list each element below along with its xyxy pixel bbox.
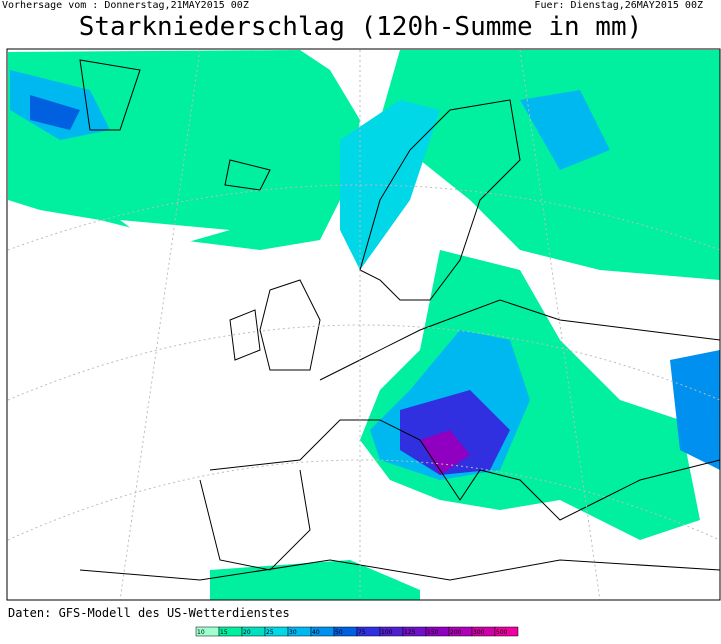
precip-area — [400, 390, 510, 475]
precip-area — [420, 430, 470, 475]
forecast-date: Vorhersage vom : Donnerstag,21MAY2015 00… — [2, 0, 249, 11]
precip-area — [30, 95, 80, 130]
dry-area — [120, 220, 230, 250]
precipitation — [8, 50, 720, 600]
legend-label: 200 — [450, 629, 462, 636]
legend-label: 125 — [404, 629, 416, 636]
iceland — [224, 159, 271, 191]
data-source: Daten: GFS-Modell des US-Wetterdienstes — [8, 606, 290, 620]
legend-label: 75 — [358, 629, 366, 636]
legend: 10 15 20 25 30 40 50 75 100 125 150 200 300 500 — [195, 626, 519, 637]
legend-label: 150 — [427, 629, 439, 636]
legend-label: 500 — [496, 629, 508, 636]
precip-area — [8, 50, 360, 250]
africa-coast — [79, 559, 721, 581]
scandinavia — [359, 99, 521, 301]
ireland — [229, 309, 261, 361]
precip-area — [340, 100, 440, 270]
map-title: Starkniederschlag (120h-Summe in mm) — [78, 12, 643, 42]
legend-label: 15 — [220, 629, 228, 636]
legend-label: 20 — [243, 629, 251, 636]
precip-area — [520, 90, 610, 170]
precip-area — [380, 50, 720, 280]
legend-label: 25 — [266, 629, 274, 636]
legend-label: 50 — [335, 629, 343, 636]
legend-label: 30 — [289, 629, 297, 636]
britain — [259, 279, 321, 371]
precip-area — [210, 560, 420, 600]
precip-area — [670, 350, 720, 470]
valid-date: Fuer: Dienstag,26MAY2015 00Z — [534, 0, 703, 11]
legend-label: 100 — [381, 629, 393, 636]
coast — [209, 419, 721, 521]
map-frame — [6, 48, 721, 601]
legend-swatch — [494, 626, 519, 637]
legend-label: 300 — [473, 629, 485, 636]
legend-label: 40 — [312, 629, 320, 636]
iberia — [199, 469, 311, 571]
graticule — [7, 49, 721, 601]
legend-label: 10 — [197, 629, 205, 636]
greenland — [79, 59, 141, 131]
